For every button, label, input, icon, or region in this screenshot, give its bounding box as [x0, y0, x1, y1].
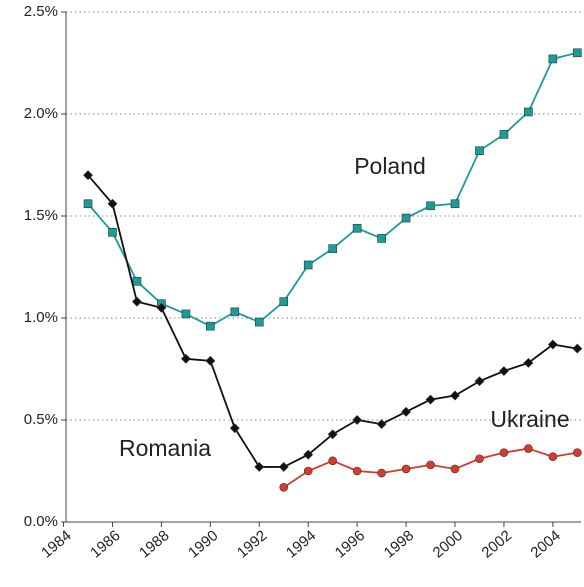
marker [278, 461, 289, 472]
y-tick-label: 1.5% [24, 207, 58, 224]
marker [180, 353, 191, 364]
series-label: Romania [119, 435, 211, 461]
marker [401, 213, 411, 223]
marker [107, 198, 118, 209]
marker [327, 429, 338, 440]
x-tick-label: 2002 [479, 527, 515, 561]
marker [499, 366, 509, 376]
x-tick-label: 1998 [381, 527, 417, 561]
marker [475, 454, 484, 464]
y-tick-label: 1.0% [24, 309, 58, 326]
marker [83, 170, 93, 181]
marker [499, 448, 509, 457]
marker [303, 449, 314, 460]
y-tick-label: 0.0% [24, 513, 58, 530]
marker [474, 376, 485, 387]
marker [548, 452, 558, 462]
marker [229, 423, 240, 434]
marker [425, 394, 436, 405]
marker [132, 296, 142, 307]
marker [303, 260, 313, 270]
x-tick-label: 2004 [527, 527, 563, 561]
marker [156, 302, 167, 313]
marker [254, 461, 265, 472]
x-tick-label: 1994 [283, 527, 319, 561]
x-tick-label: 1992 [234, 527, 270, 561]
marker [475, 146, 484, 156]
marker [523, 357, 534, 368]
marker [524, 107, 533, 117]
marker [547, 339, 558, 350]
marker [572, 343, 583, 354]
marker [524, 444, 533, 453]
marker [83, 199, 93, 209]
marker [401, 406, 411, 417]
y-tick-label: 0.5% [24, 411, 58, 428]
series-label: Poland [354, 153, 426, 179]
marker [279, 297, 289, 306]
x-tick-label: 1996 [332, 527, 368, 561]
series-line [87, 51, 578, 328]
marker [450, 464, 460, 474]
series-label: Ukraine [490, 406, 569, 432]
marker [132, 276, 142, 286]
marker [377, 468, 386, 478]
y-tick-label: 2.0% [24, 105, 58, 122]
marker [376, 419, 387, 430]
marker [352, 415, 363, 425]
marker [303, 466, 313, 476]
marker [426, 460, 435, 470]
marker [254, 317, 264, 327]
marker [328, 456, 337, 466]
marker [573, 48, 582, 58]
x-tick-label: 2000 [430, 527, 466, 561]
marker [352, 223, 362, 233]
marker [279, 483, 289, 492]
marker [450, 390, 460, 401]
marker [181, 309, 191, 319]
x-tick-label: 1988 [136, 527, 172, 561]
x-tick-label: 1984 [38, 527, 74, 561]
x-tick-label: 1986 [87, 527, 123, 561]
marker [377, 234, 386, 243]
marker [450, 199, 460, 209]
marker [205, 355, 216, 366]
marker [352, 466, 362, 476]
marker [548, 54, 558, 64]
y-tick-label: 2.5% [24, 3, 58, 20]
marker [108, 228, 117, 237]
marker [499, 130, 509, 139]
marker [573, 448, 582, 457]
marker [426, 201, 435, 211]
marker [401, 464, 411, 474]
marker [328, 244, 337, 253]
marker [206, 321, 215, 331]
x-tick-label: 1990 [185, 527, 221, 561]
marker [230, 307, 240, 317]
